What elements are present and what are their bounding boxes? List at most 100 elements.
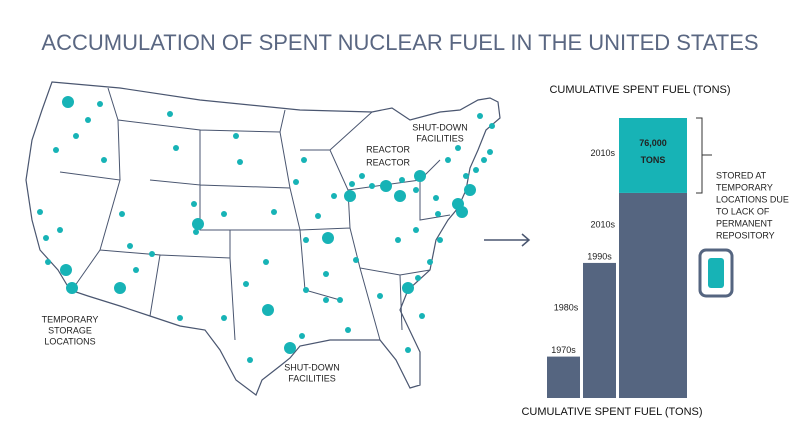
facility-dot	[85, 117, 91, 123]
bar	[547, 356, 580, 398]
facility-dot	[192, 218, 204, 230]
facility-dot	[337, 297, 343, 303]
cask-icon	[698, 248, 734, 298]
facility-dot	[419, 313, 425, 319]
facility-dot	[322, 232, 334, 244]
facility-dot	[413, 227, 419, 233]
us-outline	[25, 81, 501, 396]
facility-dot	[167, 111, 173, 117]
annotation: LOCATIONS DUE	[716, 194, 789, 204]
facility-dot	[299, 333, 305, 339]
bar-label: 1990s	[587, 251, 612, 261]
map-label: LOCATIONS	[44, 336, 95, 346]
facility-dot	[463, 173, 469, 179]
facility-dot	[263, 259, 269, 265]
annotation: REPOSITORY	[716, 230, 775, 240]
facility-dot	[173, 145, 179, 151]
annotation: TO LACK OF	[716, 206, 770, 216]
state-borders	[59, 87, 451, 341]
facility-dot	[399, 177, 405, 183]
facility-dot	[473, 167, 479, 173]
facility-dot	[303, 237, 309, 243]
facility-dot	[394, 190, 406, 202]
facility-dot	[415, 275, 421, 281]
facility-dot	[349, 181, 355, 187]
facility-dot	[315, 213, 321, 219]
facility-dot	[221, 315, 227, 321]
facility-dot	[477, 113, 483, 119]
facility-dot	[57, 227, 63, 233]
facility-dot	[53, 147, 59, 153]
map-label: STORAGE	[48, 325, 92, 335]
facility-dot	[344, 190, 356, 202]
facility-dot	[377, 293, 383, 299]
facility-dot	[101, 157, 107, 163]
x-label: CUMULATIVE SPENT FUEL (TONS)	[521, 406, 702, 418]
facility-dot	[427, 259, 433, 265]
stack-bar	[619, 118, 687, 193]
facility-dot	[293, 179, 299, 185]
facility-dot	[481, 157, 487, 163]
facility-dot	[62, 96, 74, 108]
facility-dot	[414, 170, 426, 182]
facility-dot	[380, 180, 392, 192]
stack-label: 2010s	[590, 148, 615, 158]
annotation: TEMPORARY	[716, 182, 773, 192]
facility-dot	[243, 281, 249, 287]
facility-dot	[177, 315, 183, 321]
facility-dot	[445, 157, 451, 163]
facility-dot	[191, 201, 197, 207]
facility-dot	[37, 209, 43, 215]
facility-dot	[193, 229, 199, 235]
facility-dot	[455, 145, 461, 151]
annotation: PERMANENT	[716, 218, 773, 228]
facility-dot	[331, 193, 337, 199]
facility-dot	[402, 282, 414, 294]
facility-dot	[284, 342, 296, 354]
facility-dot	[119, 211, 125, 217]
facility-dot	[233, 133, 239, 139]
map-label: REACTOR	[366, 144, 410, 154]
facility-dot	[149, 251, 155, 257]
us-map	[25, 81, 501, 396]
facility-dot	[114, 282, 126, 294]
facility-dot	[60, 264, 72, 276]
facility-dot	[456, 206, 468, 218]
bar	[619, 192, 687, 398]
arrow	[484, 233, 531, 247]
value-label: TONS	[641, 155, 666, 165]
map-labels: SHUT-DOWNFACILITIESREACTORREACTORTEMPORA…	[42, 122, 468, 383]
map-label: FACILITIES	[288, 373, 336, 383]
facility-dot	[43, 235, 49, 241]
facility-dot	[237, 159, 243, 165]
map-label: SHUT-DOWN	[412, 122, 468, 132]
facility-dot	[323, 271, 329, 277]
facility-dot	[353, 257, 359, 263]
facility-dot	[303, 287, 309, 293]
facility-dot	[405, 347, 411, 353]
bar-label: 1970s	[551, 345, 576, 355]
facility-dot	[73, 133, 79, 139]
facility-dot	[323, 297, 329, 303]
bar	[583, 262, 616, 398]
facility-dots	[37, 96, 495, 363]
facility-dot	[66, 282, 78, 294]
annotation: 1980s	[554, 302, 579, 312]
facility-dot	[435, 211, 441, 217]
facility-dot	[271, 209, 277, 215]
facility-dot	[127, 243, 133, 249]
facility-dot	[262, 304, 274, 316]
map-label: FACILITIES	[416, 133, 464, 143]
facility-dot	[45, 259, 51, 265]
facility-dot	[221, 211, 227, 217]
facility-dot	[413, 187, 419, 193]
map-label: SHUT-DOWN	[284, 362, 340, 372]
map-label: REACTOR	[366, 157, 410, 167]
map-label: TEMPORARY	[42, 314, 99, 324]
facility-dot	[301, 157, 307, 163]
facility-dot	[395, 237, 401, 243]
facility-dot	[247, 357, 253, 363]
facility-dot	[487, 149, 493, 155]
facility-dot	[489, 123, 495, 129]
